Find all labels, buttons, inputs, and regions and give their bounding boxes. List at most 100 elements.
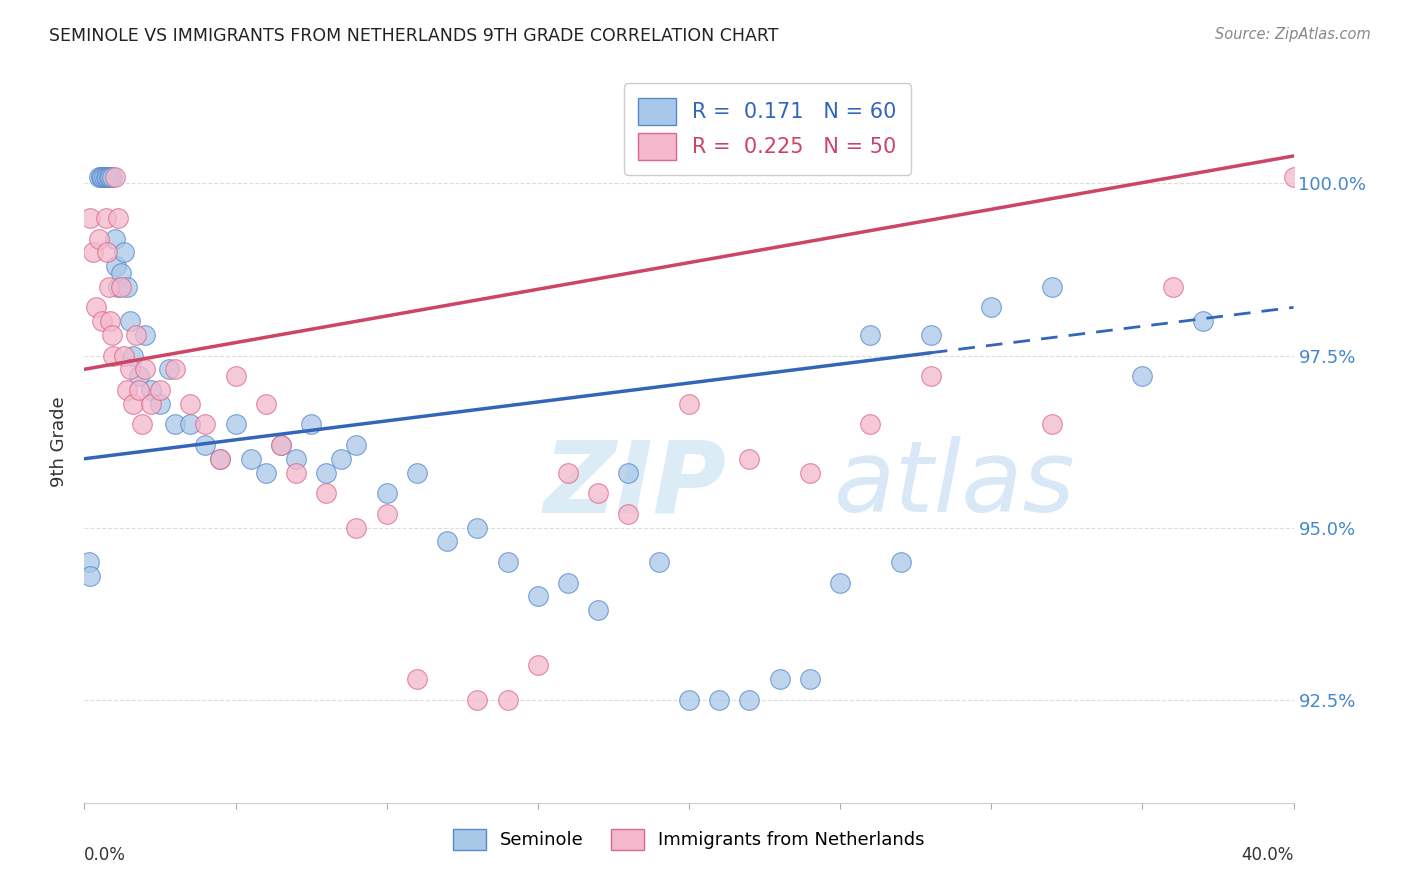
Point [1282, 169, 1305, 184]
Point [104, 169, 127, 184]
Point [121, 349, 143, 363]
Point [859, 417, 882, 432]
Point [90, 169, 112, 184]
Point [527, 590, 550, 604]
Point [496, 692, 519, 706]
Point [330, 451, 353, 466]
Point [134, 362, 156, 376]
Point [91, 169, 114, 184]
Point [799, 466, 821, 480]
Point [97, 169, 120, 184]
Point [209, 451, 232, 466]
Point [920, 327, 942, 342]
Point [91, 314, 114, 328]
Point [467, 692, 489, 706]
Point [239, 451, 262, 466]
Y-axis label: 9th Grade: 9th Grade [49, 396, 67, 487]
Point [165, 362, 187, 376]
Point [115, 383, 138, 397]
Point [225, 417, 247, 432]
Point [859, 327, 882, 342]
Point [100, 327, 122, 342]
Point [105, 259, 128, 273]
Point [557, 466, 579, 480]
Point [128, 383, 150, 397]
Point [890, 555, 912, 569]
Text: atlas: atlas [834, 436, 1076, 533]
Point [617, 466, 640, 480]
Point [1192, 314, 1215, 328]
Point [678, 397, 700, 411]
Point [406, 672, 429, 686]
Point [738, 692, 761, 706]
Point [96, 169, 118, 184]
Point [496, 555, 519, 569]
Point [194, 417, 217, 432]
Point [107, 279, 129, 293]
Point [830, 575, 852, 590]
Point [165, 417, 187, 432]
Legend: Seminole, Immigrants from Netherlands: Seminole, Immigrants from Netherlands [444, 820, 934, 859]
Point [101, 349, 124, 363]
Text: ZIP: ZIP [544, 436, 727, 533]
Point [149, 383, 172, 397]
Point [110, 279, 132, 293]
Point [527, 658, 550, 673]
Point [125, 327, 148, 342]
Point [799, 672, 821, 686]
Point [209, 451, 232, 466]
Point [110, 266, 132, 280]
Point [94, 211, 117, 225]
Point [94, 169, 117, 184]
Point [139, 383, 162, 397]
Point [920, 369, 942, 384]
Point [617, 507, 640, 521]
Point [121, 397, 143, 411]
Point [285, 466, 308, 480]
Point [118, 314, 141, 328]
Point [112, 245, 135, 260]
Point [738, 451, 761, 466]
Point [79, 211, 101, 225]
Point [149, 397, 172, 411]
Point [1040, 417, 1063, 432]
Point [769, 672, 792, 686]
Text: 0.0%: 0.0% [84, 847, 127, 864]
Point [315, 486, 337, 500]
Point [557, 575, 579, 590]
Point [131, 417, 153, 432]
Point [648, 555, 671, 569]
Point [375, 507, 398, 521]
Point [406, 466, 429, 480]
Text: 40.0%: 40.0% [1241, 847, 1294, 864]
Point [1040, 279, 1063, 293]
Point [436, 534, 458, 549]
Point [107, 211, 129, 225]
Point [375, 486, 398, 500]
Text: Source: ZipAtlas.com: Source: ZipAtlas.com [1215, 27, 1371, 42]
Point [100, 169, 122, 184]
Point [254, 397, 277, 411]
Point [98, 314, 121, 328]
Point [89, 169, 111, 184]
Point [77, 555, 100, 569]
Point [157, 362, 180, 376]
Point [79, 568, 101, 582]
Point [118, 362, 141, 376]
Point [270, 438, 292, 452]
Point [93, 169, 115, 184]
Point [179, 397, 201, 411]
Point [285, 451, 308, 466]
Point [1161, 279, 1184, 293]
Point [346, 520, 368, 534]
Point [134, 327, 156, 342]
Point [299, 417, 322, 432]
Point [98, 169, 121, 184]
Point [86, 301, 108, 315]
Point [678, 692, 700, 706]
Point [115, 279, 138, 293]
Point [225, 369, 247, 384]
Point [980, 301, 1002, 315]
Point [139, 397, 162, 411]
Point [194, 438, 217, 452]
